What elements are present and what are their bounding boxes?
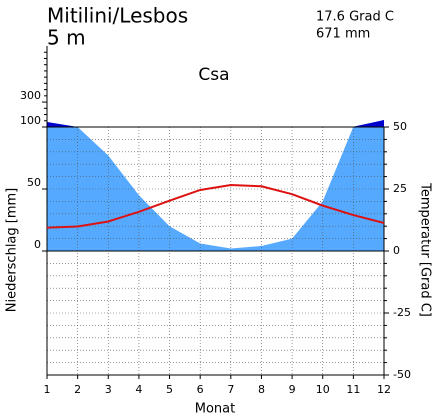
y-axis-label: Niederschlag [mm] — [5, 188, 20, 313]
x-tick-label: 2 — [74, 383, 81, 396]
x-tick-label: 3 — [105, 383, 112, 396]
mean-temperature: 17.6 Grad C — [316, 10, 394, 25]
y2-tick-label: -25 — [393, 306, 411, 319]
x-tick-label: 11 — [346, 383, 360, 396]
x-tick-label: 6 — [197, 383, 204, 396]
x-tick-label: 8 — [258, 383, 265, 396]
y-tick-label: 100 — [20, 114, 41, 127]
climate-class: Csa — [198, 65, 229, 85]
x-axis-label: Monat — [195, 402, 235, 417]
temperature-line — [46, 184, 385, 229]
x-tick-label: 4 — [135, 383, 142, 396]
x-tick-label: 9 — [289, 383, 296, 396]
x-tick-label: 1 — [44, 383, 51, 396]
total-precipitation: 671 mm — [316, 27, 370, 42]
chart-title: Mitilini/Lesbos — [47, 4, 188, 28]
x-tick-label: 12 — [377, 383, 391, 396]
y2-axis-label: Temperatur [Grad C] — [418, 182, 433, 317]
y2-tick-label: 0 — [393, 244, 400, 257]
y2-tick-label: -50 — [393, 368, 411, 381]
y2-tick-label: 50 — [393, 120, 407, 133]
y2-tick-label: 25 — [393, 182, 407, 195]
x-tick-label: 5 — [166, 383, 173, 396]
chart-subtitle: 5 m — [47, 26, 86, 50]
precipitation-area — [47, 120, 384, 251]
y-tick-label: 300 — [20, 89, 41, 102]
y-tick-label: 0 — [34, 238, 41, 251]
x-tick-label: 7 — [227, 383, 234, 396]
x-tick-label: 10 — [316, 383, 330, 396]
y-tick-label: 50 — [27, 176, 41, 189]
